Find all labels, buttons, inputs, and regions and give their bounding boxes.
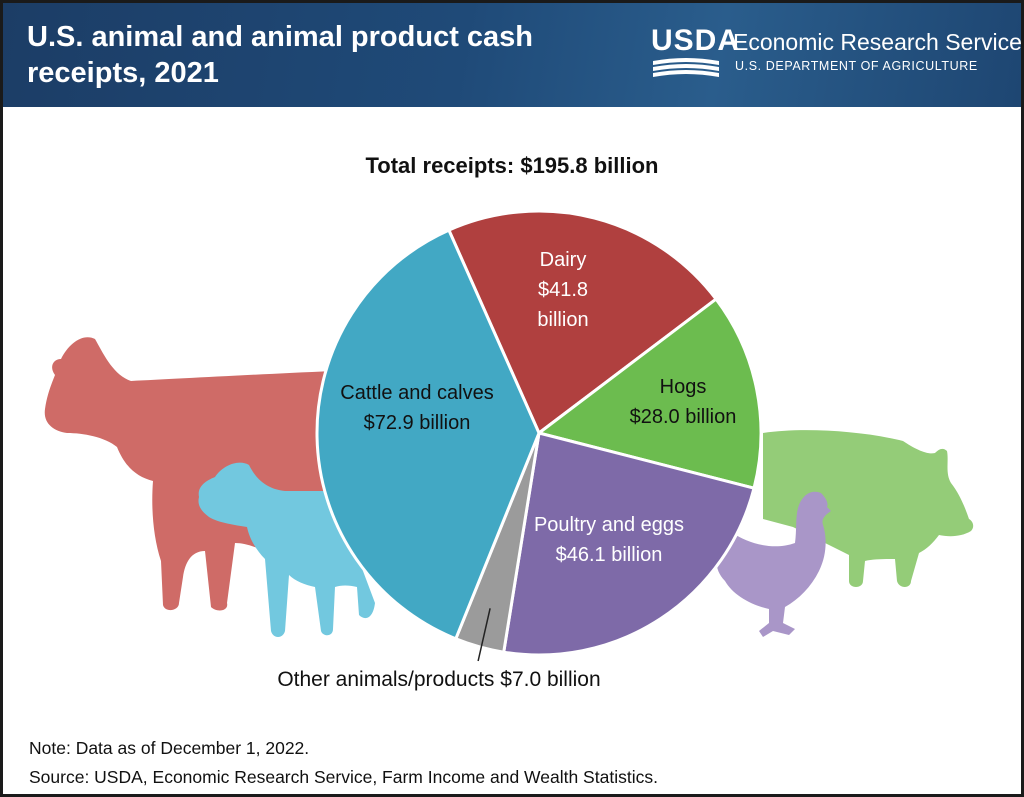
pig-silhouette-icon [763, 430, 974, 587]
pie-labels: Dairy $41.8 billion Hogs $28.0 billion Poultr… [277, 249, 736, 691]
slice-label-cattle-and-calves: Cattle and calves $72.9 billion [340, 382, 493, 434]
slice-label-line: Dairy [540, 249, 587, 271]
header-banner: U.S. animal and animal product cash rece… [3, 3, 1021, 107]
pie-chart: Dairy $41.8 billion Hogs $28.0 billion Poultr… [44, 209, 974, 691]
slice-label-line: Poultry and eggs [534, 514, 684, 536]
title-line-1: U.S. animal and animal product cash [27, 21, 534, 53]
usda-swoosh-icon [653, 58, 719, 77]
slice-label-line: billion [537, 309, 588, 331]
slice-label-line: $46.1 billion [556, 544, 663, 566]
title-line-2: receipts, 2021 [27, 57, 219, 89]
hen-silhouette-icon [716, 491, 831, 637]
pie-slice-poultry-and-eggs [501, 431, 756, 657]
slice-label-line: Other animals/products $7.0 billion [277, 668, 600, 691]
slice-label-line: Cattle and calves [340, 382, 493, 404]
slice-label-line: $28.0 billion [630, 406, 737, 428]
agency-name: Economic Research Service [733, 29, 1022, 55]
footnote: Note: Data as of December 1, 2022. [29, 738, 310, 758]
department-name: U.S. DEPARTMENT OF AGRICULTURE [735, 59, 978, 73]
pie-slices [315, 209, 763, 657]
slice-label-poultry-and-eggs: Poultry and eggs $46.1 billion [534, 514, 684, 566]
pie-slice-hogs [535, 296, 763, 490]
slice-label-line: $41.8 [538, 279, 588, 301]
slice-label-other-animals-products: Other animals/products $7.0 billion [277, 668, 600, 691]
slice-label-line: $72.9 billion [364, 412, 471, 434]
usda-logo-text: USDA [651, 24, 741, 57]
slice-label-dairy: Dairy $41.8 billion [537, 249, 588, 331]
leader-line [477, 608, 491, 662]
source-note: Source: USDA, Economic Research Service,… [29, 767, 658, 787]
slice-label-line: Hogs [660, 376, 707, 398]
pie-slice-cattle-and-calves [315, 228, 541, 641]
chart-title: U.S. animal and animal product cash rece… [27, 19, 587, 91]
chart-subtitle: Total receipts: $195.8 billion [365, 153, 659, 178]
slice-label-hogs: Hogs $28.0 billion [630, 376, 737, 428]
